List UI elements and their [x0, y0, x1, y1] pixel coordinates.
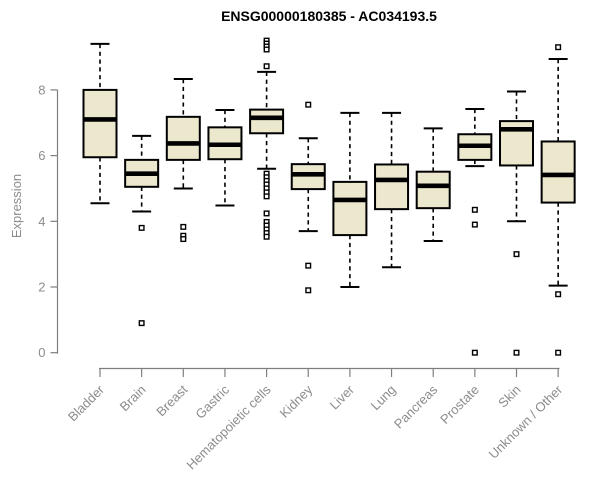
outlier-point — [180, 236, 187, 243]
boxplot-gastric — [207, 108, 243, 207]
iqr-box — [82, 88, 118, 159]
boxplot-skin — [499, 90, 534, 356]
boxplot-kidney — [290, 101, 326, 294]
x-tick-label: Unknown / Other — [486, 382, 566, 462]
y-axis-label: Expression — [9, 174, 24, 238]
y-tick-label: 0 — [38, 345, 45, 360]
boxplot-lung — [374, 111, 410, 269]
outlier-point — [263, 46, 270, 53]
boxplot-prostate — [457, 107, 493, 356]
iqr-box — [165, 115, 201, 161]
iqr-box — [332, 180, 368, 237]
chart-title: ENSG00000180385 - AC034193.5 — [221, 8, 437, 24]
y-tick-label: 2 — [38, 280, 45, 295]
boxplot-liver — [332, 111, 368, 288]
outlier-point — [305, 101, 312, 108]
y-tick-label: 4 — [38, 214, 45, 229]
boxplot-bladder — [82, 42, 118, 205]
y-tick-label: 8 — [38, 82, 45, 97]
boxplot-breast — [165, 78, 201, 243]
outlier-point — [555, 44, 562, 51]
outlier-point — [471, 206, 478, 213]
outlier-point — [555, 349, 562, 356]
outlier-point — [263, 210, 270, 217]
iqr-box — [249, 108, 285, 135]
outlier-point — [555, 291, 562, 298]
x-tick-label: Skin — [495, 382, 523, 410]
outlier-point — [513, 349, 520, 356]
outlier-point — [471, 221, 478, 228]
outlier-point — [513, 251, 520, 258]
x-tick-label: Brain — [117, 382, 149, 414]
iqr-box — [415, 170, 451, 210]
boxplot-brain — [124, 134, 160, 327]
iqr-box — [540, 140, 576, 204]
outlier-point — [138, 224, 145, 231]
outlier-point — [180, 223, 187, 230]
outlier-point — [263, 63, 270, 70]
x-tick-label: Kidney — [277, 382, 316, 421]
x-tick-label: Gastric — [192, 382, 232, 422]
outlier-point — [263, 193, 270, 200]
x-tick-label: Lung — [368, 382, 399, 413]
outlier-point — [138, 320, 145, 327]
boxplot-hematopoietic-cells — [249, 37, 285, 240]
x-tick-label: Prostate — [437, 382, 482, 427]
x-tick-label: Bladder — [65, 382, 108, 425]
x-tick-label: Breast — [153, 382, 190, 419]
outlier-point — [305, 287, 312, 294]
outlier-point — [305, 262, 312, 269]
x-tick-label: Liver — [326, 382, 357, 413]
boxplot-pancreas — [415, 127, 451, 243]
boxplot-unknown-other — [540, 44, 576, 356]
y-tick-label: 6 — [38, 148, 45, 163]
outlier-point — [471, 349, 478, 356]
x-tick-label: Pancreas — [391, 382, 441, 432]
outlier-point — [263, 233, 270, 240]
iqr-box — [374, 163, 410, 211]
